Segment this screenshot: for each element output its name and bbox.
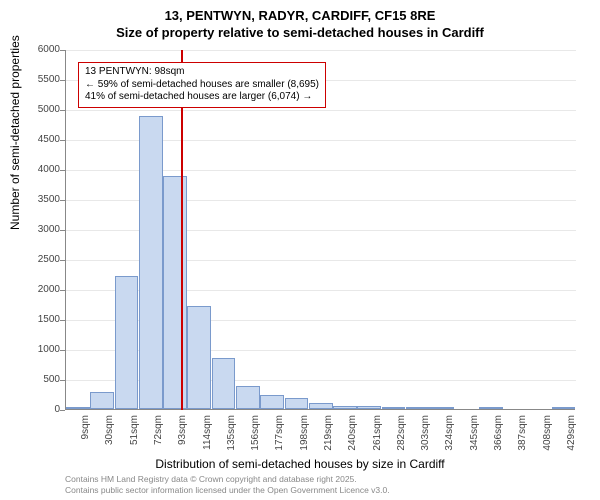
y-axis-label: Number of semi-detached properties — [8, 35, 22, 230]
ytick-label: 5500 — [28, 74, 60, 85]
ytick-label: 0 — [28, 404, 60, 415]
ytick-mark — [60, 140, 65, 141]
histogram-bar — [357, 406, 381, 409]
ytick-label: 1000 — [28, 344, 60, 355]
chart-title-line1: 13, PENTWYN, RADYR, CARDIFF, CF15 8RE — [0, 8, 600, 23]
ytick-mark — [60, 350, 65, 351]
ytick-label: 6000 — [28, 44, 60, 55]
histogram-bar — [333, 406, 357, 409]
ytick-mark — [60, 110, 65, 111]
ytick-label: 2500 — [28, 254, 60, 265]
ytick-label: 2000 — [28, 284, 60, 295]
histogram-bar — [212, 358, 236, 409]
ytick-mark — [60, 200, 65, 201]
callout-line: 41% of semi-detached houses are larger (… — [85, 91, 319, 104]
histogram-bar — [187, 306, 211, 409]
ytick-label: 4000 — [28, 164, 60, 175]
chart-container: 13, PENTWYN, RADYR, CARDIFF, CF15 8RE Si… — [0, 0, 600, 500]
ytick-mark — [60, 260, 65, 261]
ytick-mark — [60, 170, 65, 171]
ytick-mark — [60, 230, 65, 231]
ytick-label: 500 — [28, 374, 60, 385]
histogram-bar — [90, 392, 114, 409]
ytick-label: 3500 — [28, 194, 60, 205]
plot-area: 13 PENTWYN: 98sqm← 59% of semi-detached … — [65, 50, 575, 410]
ytick-label: 1500 — [28, 314, 60, 325]
histogram-bar — [236, 386, 260, 409]
histogram-bar — [479, 407, 503, 409]
histogram-bar — [163, 176, 187, 409]
ytick-mark — [60, 380, 65, 381]
gridline — [66, 110, 576, 111]
histogram-bar — [285, 398, 309, 409]
gridline — [66, 50, 576, 51]
histogram-bar — [430, 407, 454, 409]
ytick-label: 5000 — [28, 104, 60, 115]
callout-line: 13 PENTWYN: 98sqm — [85, 66, 319, 79]
ytick-mark — [60, 410, 65, 411]
histogram-bar — [115, 276, 139, 409]
histogram-bar — [406, 407, 430, 409]
histogram-bar — [382, 407, 406, 409]
histogram-bar — [309, 403, 333, 409]
histogram-bar — [66, 407, 90, 409]
histogram-bar — [552, 407, 576, 409]
ytick-mark — [60, 80, 65, 81]
ytick-mark — [60, 50, 65, 51]
ytick-label: 4500 — [28, 134, 60, 145]
histogram-bar — [139, 116, 163, 409]
ytick-mark — [60, 290, 65, 291]
callout-line: ← 59% of semi-detached houses are smalle… — [85, 79, 319, 92]
ytick-mark — [60, 320, 65, 321]
chart-title-line2: Size of property relative to semi-detach… — [0, 25, 600, 40]
callout-box: 13 PENTWYN: 98sqm← 59% of semi-detached … — [78, 62, 326, 108]
footer-line2: Contains public sector information licen… — [65, 485, 390, 495]
ytick-label: 3000 — [28, 224, 60, 235]
footer-line1: Contains HM Land Registry data © Crown c… — [65, 474, 357, 484]
histogram-bar — [260, 395, 284, 409]
x-axis-label: Distribution of semi-detached houses by … — [0, 457, 600, 471]
